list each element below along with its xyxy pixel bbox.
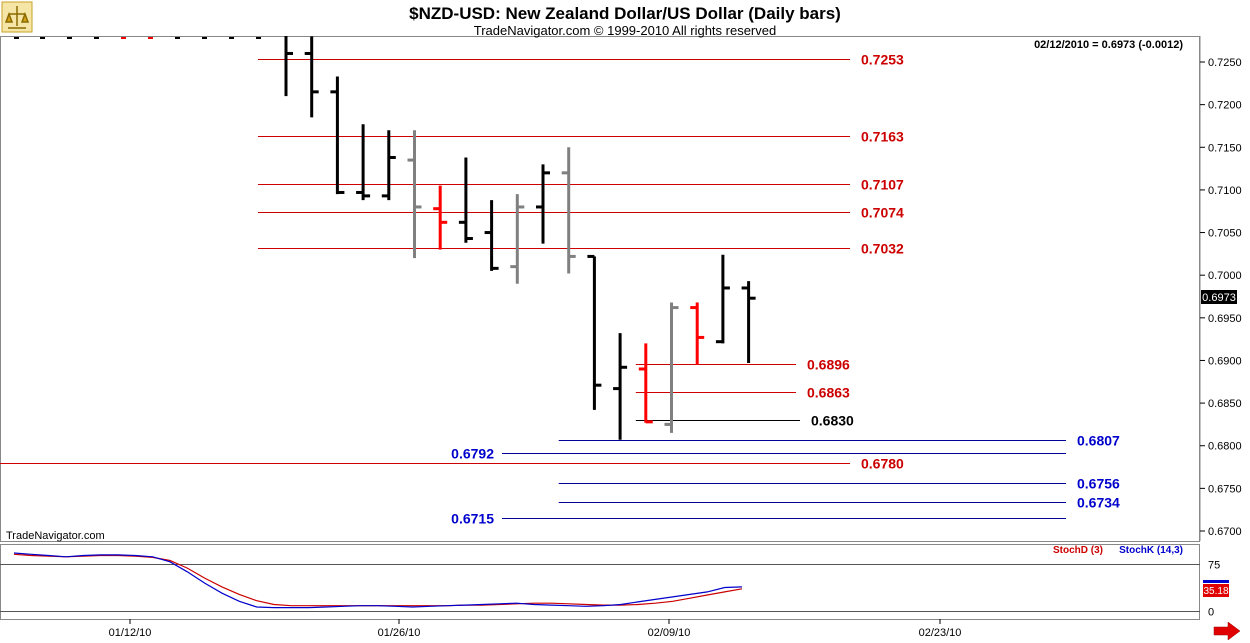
level-label: 0.6792 [451,446,494,462]
level-label: 0.6896 [807,357,850,373]
stoch-tick-label: 0 [1208,607,1214,619]
stoch-last-value: 35.18 [1203,586,1228,597]
y-tick-label: 0.7200 [1208,100,1242,112]
stoch-d-marker [1203,584,1229,597]
x-tick-label: 01/12/10 [109,627,152,639]
y-tick-label: 0.7150 [1208,142,1242,154]
price-panel [0,36,1200,542]
y-tick-label: 0.6750 [1208,483,1242,495]
x-tick-label: 01/26/10 [378,627,421,639]
level-label: 0.6807 [1077,433,1120,449]
stochastic-indicator: 75 0 35.18 [0,552,1229,619]
ohlc-bar [407,130,422,259]
ohlc-bar [638,343,653,424]
stoch-k-legend: StochK (14,3) [1119,545,1183,556]
last-price-label: 0.6973 [1202,292,1236,304]
ohlc-bar [510,194,525,284]
level-label: 0.7253 [861,52,904,68]
level-label: 0.7107 [861,177,904,193]
ohlc-bar [536,164,550,244]
stochastic-panel [0,544,1200,620]
y-tick-label: 0.6800 [1208,441,1242,453]
stoch-k-line [13,552,743,609]
level-label: 0.7032 [861,241,904,257]
ohlc-bar [433,185,448,250]
y-tick-label: 0.6950 [1208,313,1242,325]
y-tick-label: 0.6900 [1208,355,1242,367]
ohlc-bar [330,76,345,195]
level-label: 0.6830 [811,413,854,429]
level-label: 0.6780 [861,456,904,472]
ohlc-bar [284,36,293,97]
ohlc-bar [381,130,396,201]
y-tick-label: 0.7100 [1208,185,1242,197]
ohlc-bar [304,36,319,118]
ohlc-bar [741,281,756,364]
y-tick-label: 0.7250 [1208,57,1242,69]
date-axis-ticks: 01/12/10 01/26/10 02/09/10 02/23/10 [14,37,962,639]
chart-title: $NZD-USD: New Zealand Dollar/US Dollar (… [409,4,841,23]
price-levels: 0.7253 0.7163 0.7107 0.7074 0.7032 0.6896 0.68… [0,52,1120,527]
level-label: 0.6756 [1077,476,1120,492]
watermark: TradeNavigator.com [6,530,105,542]
level-label: 0.6734 [1077,495,1120,511]
ohlc-bar [458,157,473,243]
level-label: 0.7163 [861,129,904,145]
stoch-k-marker [1203,580,1229,583]
ohlc-bar [561,147,576,274]
chart-subtitle: TradeNavigator.com © 1999-2010 All right… [474,23,776,38]
scroll-right-arrow-icon[interactable] [1213,621,1241,641]
ohlc-bar [690,302,705,365]
x-tick-label: 02/23/10 [919,627,962,639]
trade-navigator-logo-icon[interactable] [1,1,33,33]
y-tick-label: 0.6850 [1208,398,1242,410]
level-label: 0.6715 [451,511,494,527]
level-label: 0.6863 [807,385,850,401]
x-tick-label: 02/09/10 [648,627,691,639]
y-tick-label: 0.7000 [1208,270,1242,282]
price-axis-ticks: 0.7250 0.7200 0.7150 0.7100 0.7050 0.7000 0.69… [1200,57,1242,538]
ohlc-bar [613,333,628,440]
ohlc-bar [356,124,371,201]
ohlc-bar [664,302,679,433]
stoch-tick-label: 75 [1208,560,1220,572]
ohlc-bar [587,254,602,410]
ohlc-bar [715,254,730,344]
info-readout: 02/12/2010 = 0.6973 (-0.0012) [1034,39,1183,51]
last-price-marker: 0.6973 [1201,290,1237,304]
y-tick-label: 0.6700 [1208,526,1242,538]
ohlc-bars [284,36,756,440]
y-tick-label: 0.7050 [1208,228,1242,240]
stoch-d-legend: StochD (3) [1053,545,1103,556]
level-label: 0.7074 [861,205,904,221]
ohlc-bar [484,200,499,271]
